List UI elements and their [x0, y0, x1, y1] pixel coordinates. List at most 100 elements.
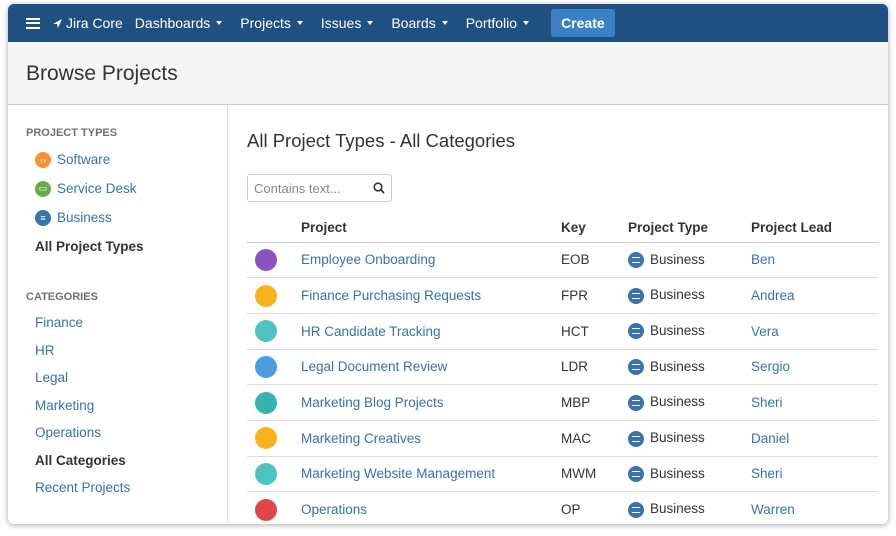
sidebar-item-all-categories[interactable]: All Categories [35, 452, 126, 468]
table-row: Finance Purchasing Requests FPR Business… [247, 277, 878, 314]
table-row: Operations OP Business Warren [247, 491, 878, 524]
sidebar-item-all-project-types[interactable]: All Project Types [35, 239, 144, 254]
create-button[interactable]: Create [551, 9, 615, 37]
search-icon[interactable] [373, 182, 385, 194]
chevron-down-icon [523, 21, 530, 25]
app-window: Jira Core Dashboards Projects Issues Boards… [8, 4, 888, 524]
sidebar-item-service-desk[interactable]: ▭ Service Desk [26, 174, 227, 203]
project-link[interactable]: Marketing Website Management [301, 466, 496, 482]
project-type: Business [628, 491, 751, 524]
chevron-down-icon [441, 21, 448, 25]
col-project-lead[interactable]: Project Lead [751, 214, 878, 243]
nav-menu-boards[interactable]: Boards [391, 15, 448, 31]
table-row: Marketing Creatives MAC Business Daniel [247, 420, 878, 457]
type-label: Business [650, 394, 705, 410]
business-icon [628, 359, 644, 376]
type-label: Service Desk [57, 181, 137, 196]
project-link[interactable]: Finance Purchasing Requests [301, 288, 482, 304]
chevron-down-icon [296, 21, 303, 25]
col-project[interactable]: Project [301, 214, 561, 243]
project-key: EOB [561, 242, 628, 279]
rocket-avatar-icon [255, 248, 277, 271]
project-link[interactable]: Employee Onboarding [301, 252, 436, 268]
sidebar-item-business[interactable]: ≡ Business [26, 203, 227, 232]
project-lead-link[interactable]: Vera [751, 323, 779, 339]
project-type: Business [628, 242, 751, 279]
jira-core-logo[interactable]: Jira Core [52, 15, 123, 31]
type-label: Business [650, 251, 705, 267]
menu-label: Portfolio [465, 15, 518, 31]
project-key: LDR [561, 349, 628, 386]
nav-menu-portfolio[interactable]: Portfolio [465, 15, 530, 31]
top-nav: Jira Core Dashboards Projects Issues Boards… [8, 4, 888, 42]
sidebar-item-software[interactable]: ‹› Software [26, 145, 227, 174]
sidebar-category-finance[interactable]: Finance [35, 315, 84, 331]
sidebar-category-hr[interactable]: HR [35, 342, 55, 358]
project-types-heading: PROJECT TYPES [26, 127, 118, 139]
col-key[interactable]: Key [561, 214, 628, 243]
project-lead-link[interactable]: Sergio [751, 359, 791, 375]
project-link[interactable]: Legal Document Review [301, 359, 448, 375]
project-key: HCT [561, 313, 628, 350]
project-key: MAC [561, 420, 628, 457]
sidebar-category-marketing[interactable]: Marketing [35, 397, 95, 413]
col-project-type[interactable]: Project Type [628, 214, 751, 243]
search-input[interactable]: Contains text... [247, 174, 392, 202]
project-key: MBP [561, 384, 628, 421]
menu-label: Projects [240, 15, 291, 31]
service-desk-icon: ▭ [35, 180, 51, 197]
project-link[interactable]: Marketing Blog Projects [301, 395, 444, 411]
project-lead-link[interactable]: Ben [751, 252, 776, 268]
nav-menu-projects[interactable]: Projects [240, 15, 303, 31]
menu-label: Issues [320, 15, 362, 31]
project-key: FPR [561, 277, 628, 314]
type-label: Business [650, 501, 705, 517]
menu-label: Dashboards [134, 15, 211, 31]
chevron-down-icon [367, 21, 374, 25]
project-lead-link[interactable]: Sheri [751, 466, 783, 482]
type-label: Business [650, 430, 705, 446]
wallet-avatar-icon [255, 284, 277, 307]
project-link[interactable]: Operations [301, 502, 368, 518]
sidebar-item-recent-projects[interactable]: Recent Projects [35, 480, 131, 496]
nav-menu-dashboards[interactable]: Dashboards [135, 15, 223, 31]
project-type: Business [628, 277, 751, 314]
type-label: Business [650, 287, 705, 303]
menu-label: Boards [391, 15, 436, 31]
table-row: Marketing Blog Projects MBP Business She… [247, 384, 878, 421]
project-type: Business [628, 384, 751, 421]
business-icon [628, 323, 644, 340]
project-type: Business [628, 349, 751, 386]
person-avatar-icon [255, 462, 277, 485]
type-label: Software [57, 152, 111, 167]
table-row: HR Candidate Tracking HCT Business Vera [247, 313, 878, 350]
menu-icon[interactable] [26, 17, 40, 29]
project-lead-link[interactable]: Sheri [751, 395, 783, 411]
table-row: Marketing Website Management MWM Busines… [247, 456, 878, 493]
business-icon [628, 466, 644, 483]
gear-avatar-icon [255, 498, 277, 521]
business-icon [628, 430, 644, 447]
project-key: MWM [561, 456, 628, 493]
business-icon [628, 501, 644, 518]
page-title: Browse Projects [8, 42, 888, 105]
nav-menu-issues[interactable]: Issues [320, 15, 374, 31]
project-lead-link[interactable]: Daniel [751, 430, 790, 446]
chevron-down-icon [216, 21, 223, 25]
business-icon [628, 252, 644, 269]
project-link[interactable]: Marketing Creatives [301, 430, 422, 446]
business-icon [628, 287, 644, 304]
sidebar-category-legal[interactable]: Legal [35, 370, 69, 386]
sidebar: PROJECT TYPES ‹› Software ▭ Service Desk ≡ Bu… [8, 105, 228, 524]
type-label: Business [57, 210, 112, 225]
type-label: Business [650, 358, 705, 374]
sidebar-category-operations[interactable]: Operations [35, 425, 102, 441]
section-title: All Project Types - All Categories [247, 130, 516, 151]
project-lead-link[interactable]: Warren [751, 502, 795, 518]
software-icon: ‹› [35, 151, 51, 168]
project-lead-link[interactable]: Andrea [751, 288, 795, 304]
project-link[interactable]: HR Candidate Tracking [301, 323, 441, 339]
type-label: Business [650, 323, 705, 338]
table-row: Legal Document Review LDR Business Sergi… [247, 349, 878, 386]
jira-logo-icon [53, 18, 62, 28]
